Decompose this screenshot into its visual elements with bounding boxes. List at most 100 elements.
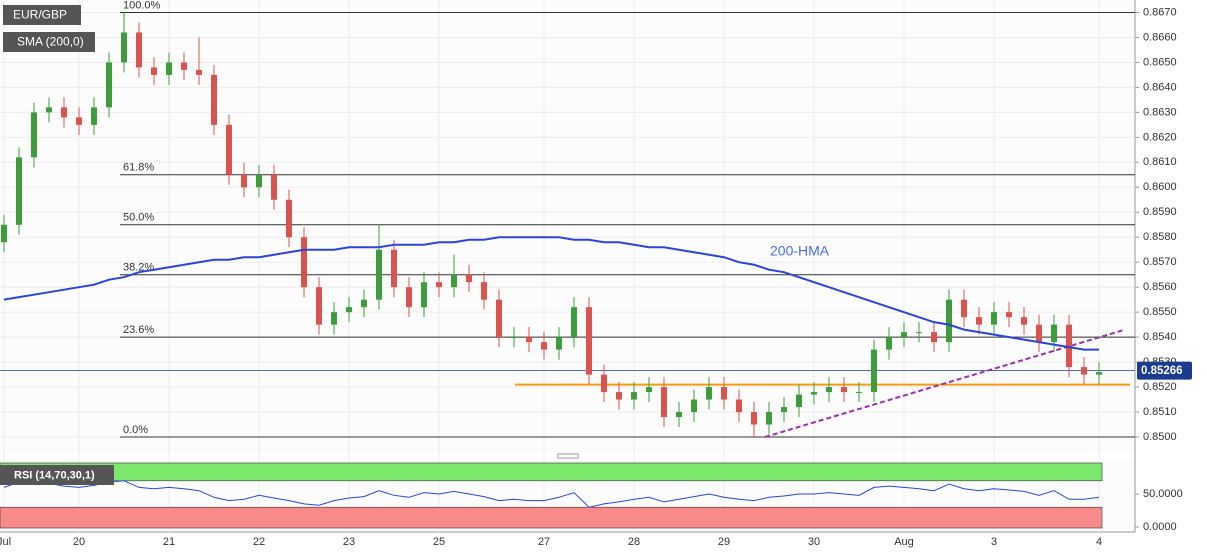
candle-body <box>691 399 697 413</box>
y-tick-label: 0.8560 <box>1143 281 1177 293</box>
y-tick-label: 0.8570 <box>1143 256 1177 268</box>
trend-line <box>764 328 1126 438</box>
candle-body <box>961 299 967 318</box>
hma-label: 200-HMA <box>770 243 830 259</box>
candle-body <box>631 392 637 400</box>
y-tick-label: 0.8640 <box>1143 81 1177 93</box>
candle-body <box>1066 324 1072 368</box>
candle-body <box>526 337 532 343</box>
x-tick-label: Jul <box>0 536 11 548</box>
candle-body <box>286 199 292 238</box>
candle-body <box>61 107 67 118</box>
candle-body <box>331 312 337 325</box>
candle-body <box>1081 367 1087 375</box>
candle-body <box>1051 324 1057 343</box>
y-tick-label: 0.8550 <box>1143 306 1177 318</box>
candle-body <box>991 312 997 325</box>
plot-bg <box>0 0 1135 452</box>
candle-body <box>556 337 562 350</box>
x-tick-label: 27 <box>538 536 550 548</box>
candle-body <box>1096 372 1102 375</box>
x-tick-label: 30 <box>808 536 820 548</box>
y-tick-label: 0.8620 <box>1143 131 1177 143</box>
x-tick-label: 21 <box>163 536 175 548</box>
candle-body <box>271 174 277 200</box>
candle-body <box>751 412 757 425</box>
candle-body <box>886 337 892 350</box>
symbol: EUR/GBP <box>13 8 67 22</box>
candle-body <box>571 307 577 338</box>
y-tick-label: 0.8650 <box>1143 56 1177 68</box>
candle-body <box>616 392 622 400</box>
candle-body <box>136 32 142 68</box>
candle-body <box>481 282 487 300</box>
rsi-box <box>0 465 114 485</box>
candle-body <box>796 394 802 408</box>
candle-body <box>1021 317 1027 325</box>
candle-body <box>541 342 547 350</box>
candle-body <box>676 412 682 418</box>
candle-body <box>316 287 322 325</box>
candle-body <box>601 374 607 393</box>
candle-body <box>361 299 367 308</box>
candle-body <box>826 387 832 393</box>
y-tick-label: 0.8630 <box>1143 106 1177 118</box>
candle-body <box>856 392 862 394</box>
candle-body <box>436 282 442 288</box>
candle-body <box>31 112 37 158</box>
candle-body <box>166 62 172 75</box>
candle-body <box>451 274 457 288</box>
candle-body <box>1036 324 1042 343</box>
y-tick-label: 0.8670 <box>1143 6 1177 18</box>
rsi-line <box>3 480 1100 508</box>
x-tick-label: 4 <box>1096 536 1102 548</box>
symbol-box <box>3 5 81 25</box>
y-tick-label: 0.8660 <box>1143 31 1177 43</box>
candle-body <box>226 124 232 175</box>
candle-body <box>496 299 502 338</box>
candle-body <box>901 332 907 338</box>
y-tick-label: 0.8540 <box>1143 331 1177 343</box>
y-tick-label: 0.8520 <box>1143 381 1177 393</box>
hma-line <box>3 236 1099 351</box>
candle-body <box>151 67 157 75</box>
y-tick-label: 0.8500 <box>1143 431 1177 443</box>
fib-label: 0.0% <box>123 424 148 436</box>
y-tick-label: 0.8590 <box>1143 206 1177 218</box>
oversold-band <box>0 506 1103 529</box>
fib-label: 23.6% <box>123 324 154 336</box>
x-tick-label: 20 <box>73 536 85 548</box>
fib-label: 61.8% <box>123 162 154 174</box>
y-tick-label: 0.8510 <box>1143 406 1177 418</box>
candle-body <box>661 387 667 418</box>
last-price-label: 0.85266 <box>1141 365 1183 377</box>
candle-body <box>256 174 262 188</box>
y-tick-label: 50.0000 <box>1143 488 1183 500</box>
candle-body <box>586 307 592 375</box>
candle-body <box>106 62 112 108</box>
y-tick-label: 0.8600 <box>1143 181 1177 193</box>
candle-body <box>181 62 187 70</box>
candle-body <box>121 32 127 63</box>
candle-body <box>931 332 937 343</box>
candle-body <box>721 387 727 400</box>
candle-body <box>91 107 97 125</box>
x-tick-label: 3 <box>991 536 997 548</box>
indicator-box <box>3 32 95 52</box>
x-tick-label: 22 <box>253 536 265 548</box>
rsi-title: RSI (14,70,30,1) <box>14 469 95 481</box>
candle-body <box>211 74 217 125</box>
x-tick-label: Aug <box>894 536 914 548</box>
candle-body <box>916 332 922 334</box>
candle-body <box>706 387 712 400</box>
panel-handle[interactable] <box>557 453 579 459</box>
candle-body <box>736 399 742 413</box>
candle-body <box>406 287 412 308</box>
candle-body <box>811 392 817 395</box>
candle-body <box>1006 312 1012 318</box>
last-price-box <box>1137 361 1192 380</box>
fib-label: 100.0% <box>123 0 161 11</box>
x-tick-label: 28 <box>628 536 640 548</box>
candle-body <box>871 349 877 393</box>
